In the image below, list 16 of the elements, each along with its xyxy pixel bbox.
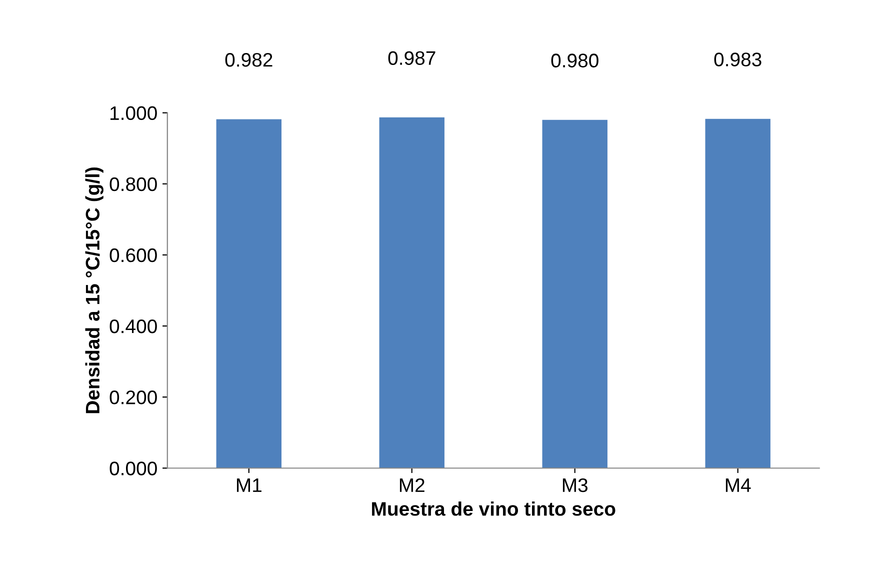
y-tick-label: 0.000: [110, 462, 157, 476]
y-tick-label: 0.800: [110, 177, 157, 192]
y-tick-label: 0.400: [110, 319, 157, 334]
y-tick-label: 1.000: [110, 106, 157, 120]
data-label: 0.980: [551, 54, 598, 68]
y-axis-title: Densidad a 15 °C/15°C (g/l): [85, 167, 104, 414]
y-tick-label: 0.200: [110, 390, 157, 404]
data-label: 0.982: [225, 52, 272, 67]
data-label: 0.987: [388, 51, 436, 65]
x-tick-label: M3: [562, 478, 588, 492]
x-axis-title: Muestra de vino tinto seco: [372, 502, 616, 516]
x-tick-label: M2: [400, 478, 424, 492]
x-tick-label: M4: [726, 478, 751, 492]
x-tick-label: M1: [236, 478, 262, 492]
data-label: 0.983: [714, 52, 762, 66]
y-tick-label: 0.600: [110, 248, 157, 262]
